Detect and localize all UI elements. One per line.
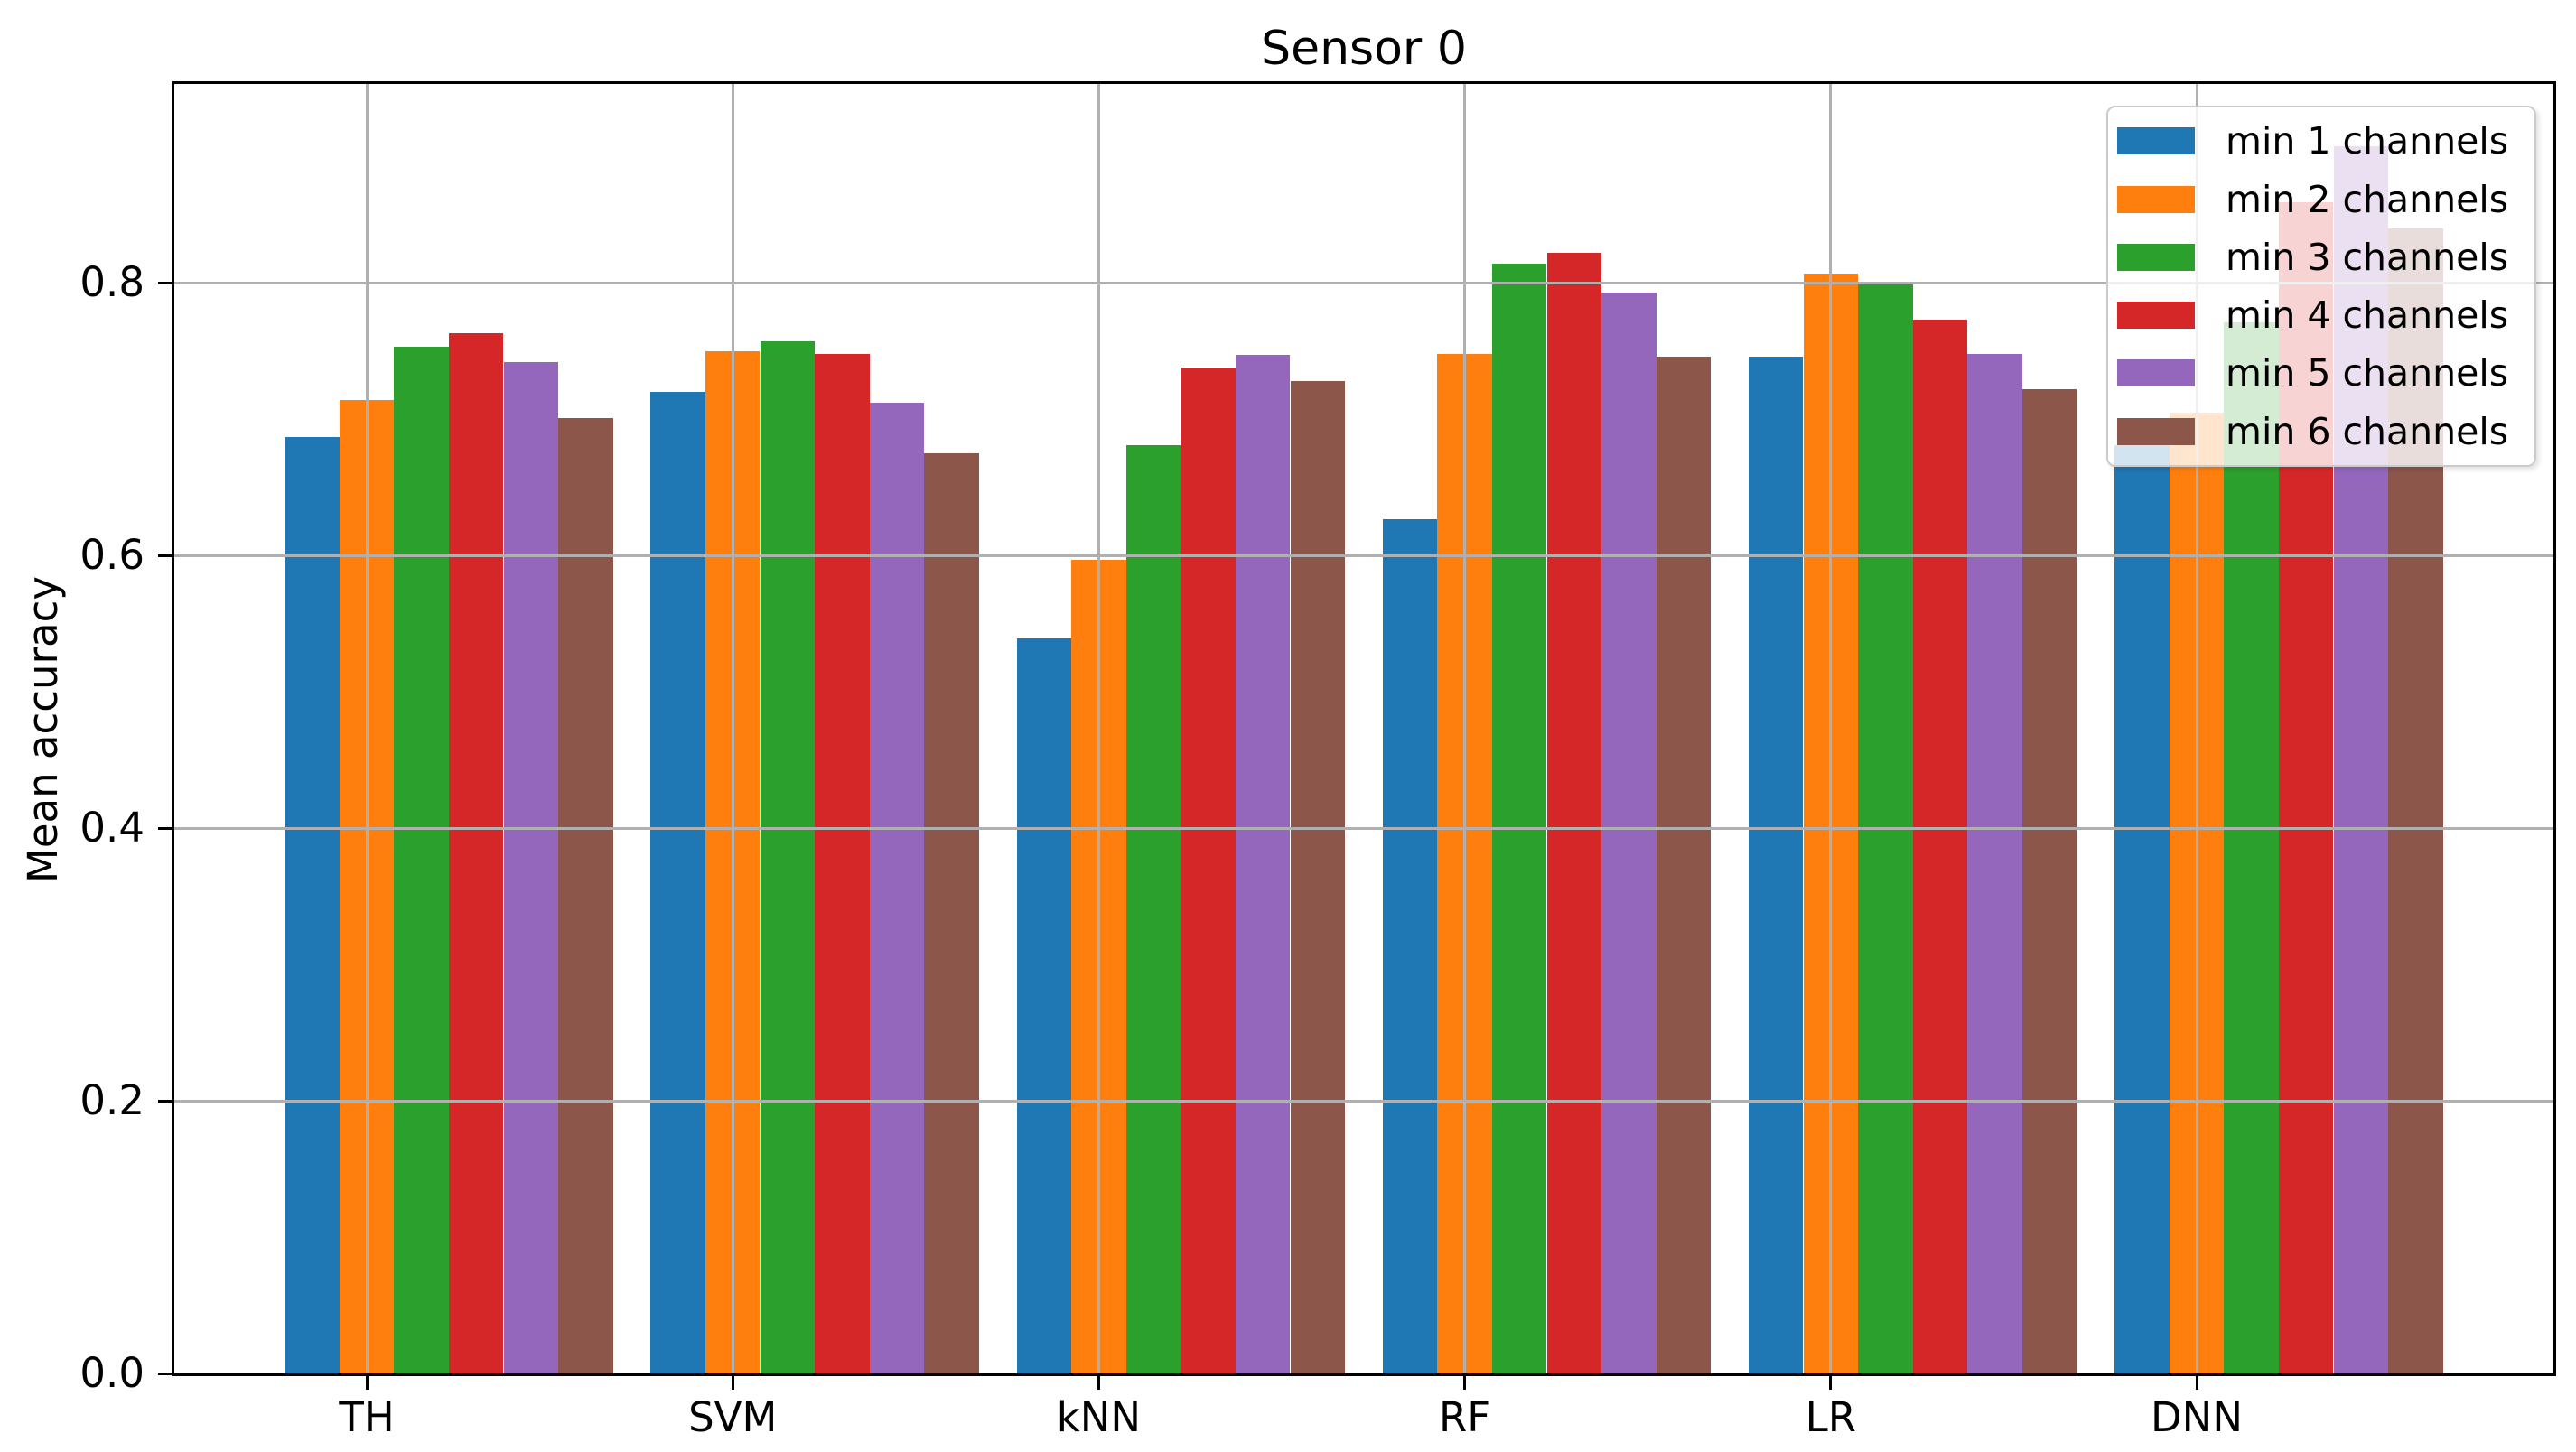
bar-DNN-series2: [2169, 412, 2225, 1373]
bar-kNN-series2: [1071, 559, 1126, 1373]
legend-label: min 3 channels: [2226, 235, 2509, 279]
legend-item-5: min 5 channels: [2108, 345, 2534, 401]
x-tick-label-DNN: DNN: [2151, 1393, 2243, 1441]
bar-RF-series5: [1601, 293, 1657, 1373]
bar-RF-series3: [1491, 264, 1547, 1373]
bar-LR-series3: [1858, 281, 1913, 1373]
y-tick-mark-0.0: [158, 1372, 172, 1375]
bar-SVM-series2: [705, 350, 761, 1373]
legend-item-1: min 1 channels: [2108, 113, 2534, 169]
legend-label: min 2 channels: [2226, 177, 2509, 221]
y-tick-mark-0.8: [158, 281, 172, 284]
x-tick-label-kNN: kNN: [1056, 1393, 1142, 1441]
x-tick-mark-RF: [1463, 1376, 1467, 1390]
x-tick-mark-DNN: [2195, 1376, 2198, 1390]
bar-DNN-series1: [2114, 445, 2170, 1373]
y-tick-label-0.6: 0.6: [79, 531, 145, 580]
bar-TH-series4: [448, 333, 504, 1373]
x-tick-mark-kNN: [1097, 1376, 1100, 1390]
y-tick-mark-0.4: [158, 826, 172, 830]
y-tick-mark-0.6: [158, 554, 172, 557]
x-tick-label-TH: TH: [339, 1393, 395, 1441]
legend-item-3: min 3 channels: [2108, 229, 2534, 285]
bar-TH-series2: [339, 400, 395, 1373]
bar-TH-series3: [394, 347, 449, 1373]
y-tick-label-0.2: 0.2: [79, 1076, 145, 1125]
bar-kNN-series3: [1125, 445, 1181, 1373]
bar-LR-series5: [1967, 353, 2022, 1373]
bar-DNN-series3: [2224, 322, 2279, 1373]
bar-kNN-series6: [1290, 381, 1346, 1373]
bar-TH-series1: [285, 437, 340, 1373]
bar-RF-series1: [1382, 518, 1438, 1373]
x-tick-label-LR: LR: [1805, 1393, 1856, 1441]
bar-LR-series1: [1748, 356, 1804, 1373]
legend-label: min 6 channels: [2226, 409, 2509, 453]
legend-label: min 4 channels: [2226, 293, 2509, 338]
bar-RF-series6: [1656, 356, 1712, 1373]
bar-kNN-series4: [1181, 368, 1236, 1373]
x-tick-mark-SVM: [731, 1376, 734, 1390]
bar-SVM-series6: [924, 453, 979, 1373]
y-tick-label-0.0: 0.0: [79, 1349, 145, 1397]
bar-LR-series2: [1803, 273, 1859, 1373]
bar-kNN-series1: [1016, 638, 1072, 1373]
bar-LR-series6: [2021, 389, 2077, 1373]
legend-item-6: min 6 channels: [2108, 404, 2534, 460]
bar-kNN-series5: [1235, 355, 1291, 1373]
x-tick-label-RF: RF: [1439, 1393, 1491, 1441]
chart-title: Sensor 0: [1261, 22, 1467, 76]
bar-SVM-series3: [760, 341, 816, 1373]
bar-SVM-series4: [815, 353, 870, 1373]
bar-SVM-series5: [869, 403, 925, 1373]
legend-label: min 5 channels: [2226, 351, 2509, 396]
legend-swatch-icon: [2117, 185, 2195, 213]
bar-RF-series4: [1546, 253, 1602, 1373]
y-tick-label-0.8: 0.8: [79, 258, 145, 307]
x-tick-mark-LR: [1829, 1376, 1833, 1390]
bar-RF-series2: [1437, 353, 1492, 1373]
legend-item-2: min 2 channels: [2108, 172, 2534, 228]
legend-label: min 1 channels: [2226, 119, 2509, 163]
x-tick-label-SVM: SVM: [688, 1393, 778, 1441]
legend-item-4: min 4 channels: [2108, 287, 2534, 343]
bar-LR-series4: [1912, 320, 1968, 1373]
y-tick-label-0.4: 0.4: [79, 804, 145, 852]
legend: min 1 channels min 2 channels min 3 channe…: [2106, 106, 2536, 467]
legend-swatch-icon: [2117, 359, 2195, 387]
bar-SVM-series1: [650, 392, 705, 1373]
legend-swatch-icon: [2117, 417, 2195, 445]
x-tick-mark-TH: [365, 1376, 369, 1390]
y-tick-mark-0.2: [158, 1099, 172, 1103]
bar-TH-series6: [558, 417, 613, 1373]
legend-swatch-icon: [2117, 243, 2195, 271]
legend-swatch-icon: [2117, 302, 2195, 330]
bar-TH-series5: [503, 361, 559, 1373]
legend-swatch-icon: [2117, 127, 2195, 155]
